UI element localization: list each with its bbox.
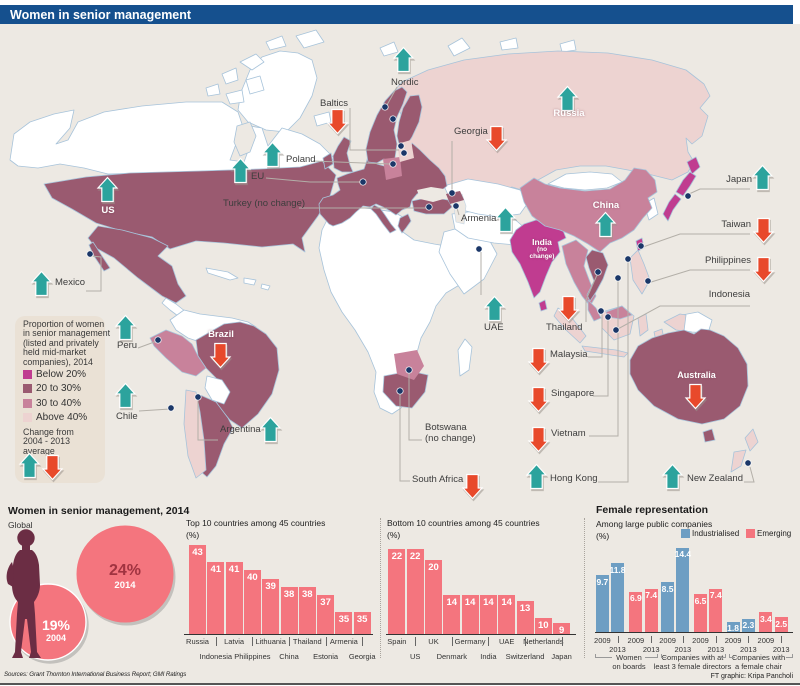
svg-text:19%: 19% bbox=[42, 617, 71, 633]
svg-text:2014: 2014 bbox=[114, 580, 136, 591]
svg-text:24%: 24% bbox=[109, 562, 141, 579]
svg-text:2004: 2004 bbox=[46, 633, 66, 643]
